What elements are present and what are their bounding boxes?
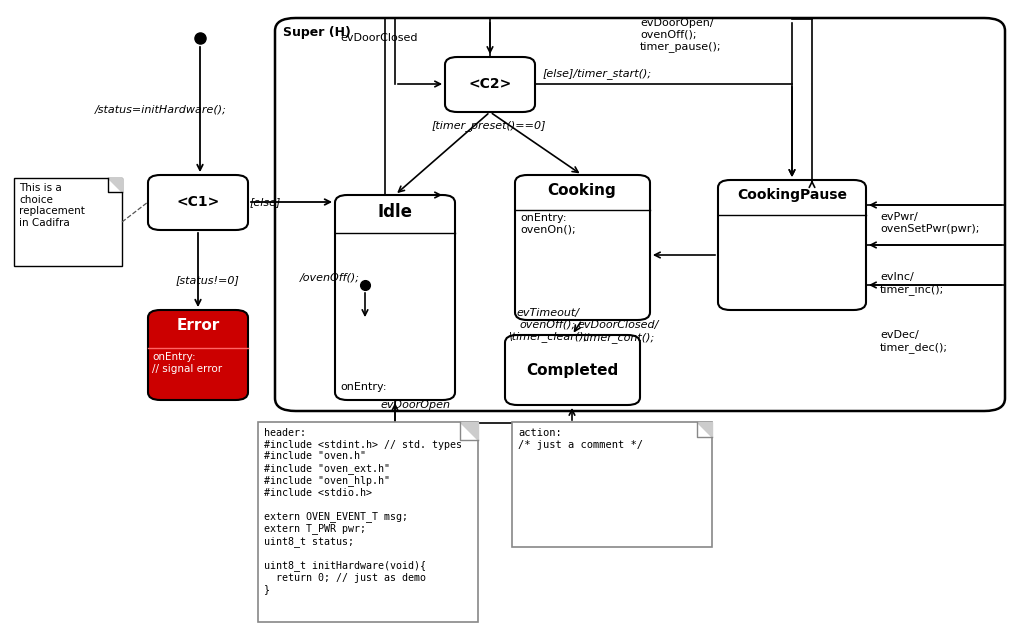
FancyBboxPatch shape [718,180,866,310]
FancyBboxPatch shape [148,175,248,230]
Text: <C1>: <C1> [176,195,220,209]
Text: evDoorOpen/
ovenOff();
timer_pause();: evDoorOpen/ ovenOff(); timer_pause(); [640,18,721,52]
FancyBboxPatch shape [258,422,478,622]
FancyBboxPatch shape [505,335,640,405]
Text: evDec/
timer_dec();: evDec/ timer_dec(); [880,330,948,352]
Text: evInc/
timer_inc();: evInc/ timer_inc(); [880,272,944,295]
Text: <C2>: <C2> [468,77,512,91]
Text: [else]: [else] [250,197,282,207]
Text: Super (H): Super (H) [283,26,351,39]
Text: onEntry:
ovenOn();: onEntry: ovenOn(); [520,213,576,234]
FancyBboxPatch shape [148,310,248,400]
Text: Idle: Idle [377,203,412,221]
Text: onEntry:: onEntry: [340,382,386,392]
Text: /ovenOff();: /ovenOff(); [300,273,359,283]
Text: action:
/* just a comment */: action: /* just a comment */ [518,428,643,450]
Text: [else]/timer_start();: [else]/timer_start(); [543,68,652,79]
FancyBboxPatch shape [515,175,650,320]
Text: CookingPause: CookingPause [737,188,847,202]
Text: evDoorClosed: evDoorClosed [340,33,418,43]
FancyBboxPatch shape [15,178,122,266]
Polygon shape [460,422,478,440]
FancyBboxPatch shape [335,195,455,400]
Text: evTimeout/
ovenOff();
\timer_clear();: evTimeout/ ovenOff(); \timer_clear(); [509,308,587,342]
Text: evPwr/
ovenSetPwr(pwr);: evPwr/ ovenSetPwr(pwr); [880,212,979,234]
Text: onEntry:
// signal error: onEntry: // signal error [152,352,222,373]
FancyBboxPatch shape [512,422,712,547]
Text: evDoorClosed/
timer_cont();: evDoorClosed/ timer_cont(); [577,320,659,342]
Text: Completed: Completed [526,363,618,377]
Text: evDoorOpen: evDoorOpen [380,400,450,410]
Polygon shape [697,422,712,437]
Polygon shape [108,178,122,192]
Text: /status=initHardware();: /status=initHardware(); [95,105,227,115]
Text: [timer_preset()==0]: [timer_preset()==0] [432,120,547,131]
Text: Cooking: Cooking [548,183,616,198]
FancyBboxPatch shape [445,57,535,112]
FancyBboxPatch shape [275,18,1005,411]
Text: header:
#include <stdint.h> // std. types
#include "oven.h"
#include "oven_ext.h: header: #include <stdint.h> // std. type… [264,428,462,594]
Text: [status!=0]: [status!=0] [175,275,239,285]
Text: Error: Error [176,318,220,333]
Text: This is a
choice
replacement
in Cadifra: This is a choice replacement in Cadifra [19,183,85,228]
